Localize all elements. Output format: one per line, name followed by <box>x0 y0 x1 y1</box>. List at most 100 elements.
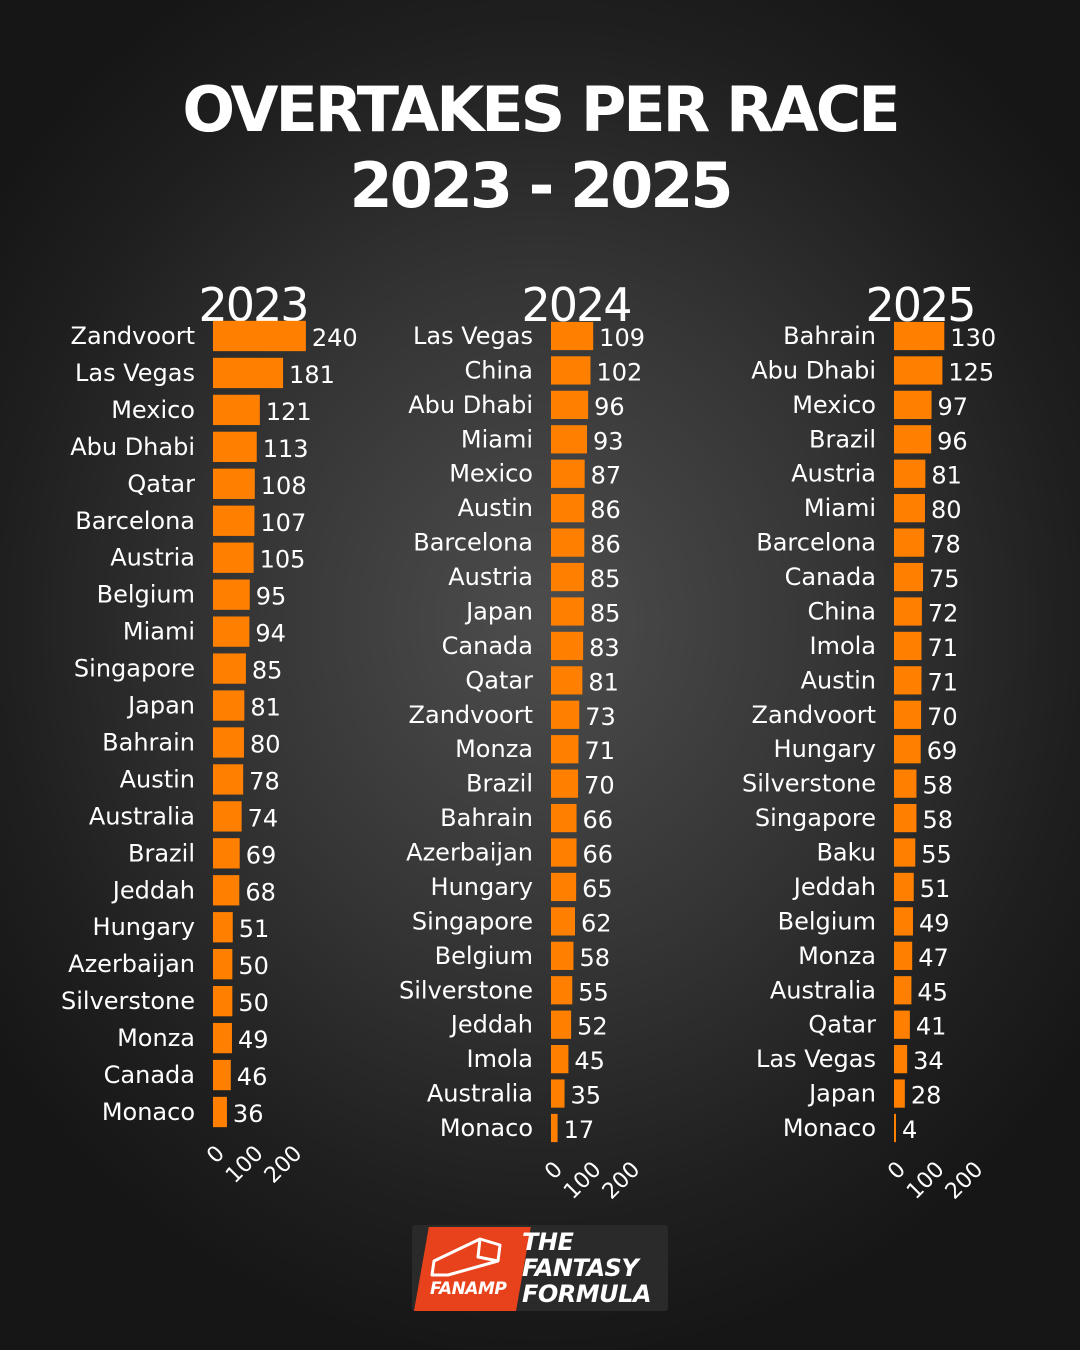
category-label: Monaco <box>440 1114 533 1142</box>
data-label: 85 <box>252 657 283 685</box>
category-label: Mexico <box>111 396 195 424</box>
fanamp-logo: FANAMP THE FANTASY FORMULA <box>412 1225 668 1313</box>
bar <box>551 631 584 661</box>
category-label: Azerbaijan <box>406 839 533 867</box>
bar <box>551 494 585 523</box>
data-label: 72 <box>928 599 959 627</box>
category-label: Japan <box>807 1080 876 1108</box>
tick-label: 100 <box>559 1157 606 1204</box>
bar <box>551 838 577 867</box>
data-label: 86 <box>590 496 621 524</box>
bar <box>551 390 589 419</box>
bar <box>894 872 914 902</box>
bar <box>213 727 244 758</box>
bar <box>213 579 250 610</box>
category-label: Qatar <box>465 666 533 694</box>
category-label: Baku <box>816 839 876 867</box>
category-label: Jeddah <box>449 1011 533 1039</box>
category-label: Mexico <box>449 460 533 488</box>
data-label: 85 <box>590 599 621 627</box>
category-label: Singapore <box>74 655 195 683</box>
category-label: Monaco <box>102 1098 195 1126</box>
category-label: Belgium <box>97 581 195 609</box>
category-label: Miami <box>804 494 876 522</box>
data-label: 121 <box>266 398 312 426</box>
data-label: 55 <box>578 978 609 1006</box>
tick-label: 100 <box>221 1141 268 1188</box>
data-label: 240 <box>312 324 358 352</box>
tick-label: 0 <box>883 1157 911 1185</box>
category-label: Japan <box>126 692 195 720</box>
bar <box>894 390 932 419</box>
logo-line-1: THE <box>522 1228 574 1256</box>
category-label: Austria <box>791 460 876 488</box>
category-label: China <box>464 356 533 384</box>
data-label: 74 <box>248 804 279 832</box>
category-label: Brazil <box>466 770 533 798</box>
data-label: 55 <box>921 841 952 869</box>
bar <box>213 505 255 536</box>
bar <box>894 735 921 764</box>
bar <box>894 425 932 454</box>
bar <box>213 949 233 980</box>
data-label: 85 <box>590 565 621 593</box>
category-label: Hungary <box>93 913 195 941</box>
bar <box>213 1059 231 1091</box>
data-label: 45 <box>917 978 948 1006</box>
bar <box>551 459 585 488</box>
bar <box>551 769 579 798</box>
tick-label: 200 <box>598 1157 645 1204</box>
data-label: 81 <box>931 462 962 490</box>
category-label: Austria <box>110 544 195 572</box>
category-label: Abu Dhabi <box>408 391 533 419</box>
bar <box>551 666 583 695</box>
bar <box>551 700 580 729</box>
bar <box>551 735 579 764</box>
bar <box>551 941 574 970</box>
category-label: Brazil <box>128 839 195 867</box>
data-label: 70 <box>927 703 958 731</box>
data-label: 4 <box>902 1116 917 1144</box>
tick-label: 200 <box>941 1157 988 1204</box>
category-label: Zandvoort <box>752 701 876 729</box>
bar <box>213 468 255 499</box>
page-title-line-2: 2023 - 2025 <box>349 149 733 222</box>
bar <box>213 357 284 389</box>
bar <box>894 494 925 523</box>
data-label: 66 <box>583 841 614 869</box>
bar <box>213 542 254 573</box>
category-label: Monza <box>117 1024 195 1052</box>
bar <box>213 653 246 684</box>
data-label: 52 <box>577 1013 608 1041</box>
category-label: Canada <box>442 632 533 660</box>
bar <box>213 838 240 869</box>
data-label: 41 <box>916 1013 947 1041</box>
data-label: 95 <box>256 583 287 611</box>
data-label: 69 <box>927 737 958 765</box>
data-label: 93 <box>593 427 624 455</box>
category-label: Imola <box>466 1045 533 1073</box>
category-label: Australia <box>427 1080 533 1108</box>
category-label: Qatar <box>808 1011 876 1039</box>
category-label: Jeddah <box>792 873 876 901</box>
category-label: Singapore <box>755 804 876 832</box>
category-label: Las Vegas <box>75 359 195 387</box>
category-label: Barcelona <box>413 529 533 557</box>
bar <box>213 801 242 832</box>
bar <box>213 1096 227 1128</box>
data-label: 75 <box>929 565 960 593</box>
bar <box>551 528 585 557</box>
category-label: Austin <box>458 494 533 522</box>
page-title-line-1: OVERTAKES PER RACE <box>182 73 900 146</box>
data-label: 87 <box>591 462 622 490</box>
data-label: 108 <box>261 472 307 500</box>
bar <box>894 838 916 867</box>
data-label: 109 <box>599 324 645 352</box>
data-label: 96 <box>937 427 968 455</box>
tick-label: 0 <box>540 1157 568 1185</box>
data-label: 125 <box>948 358 994 386</box>
data-label: 94 <box>255 620 286 648</box>
category-label: Imola <box>809 632 876 660</box>
data-label: 51 <box>239 915 270 943</box>
